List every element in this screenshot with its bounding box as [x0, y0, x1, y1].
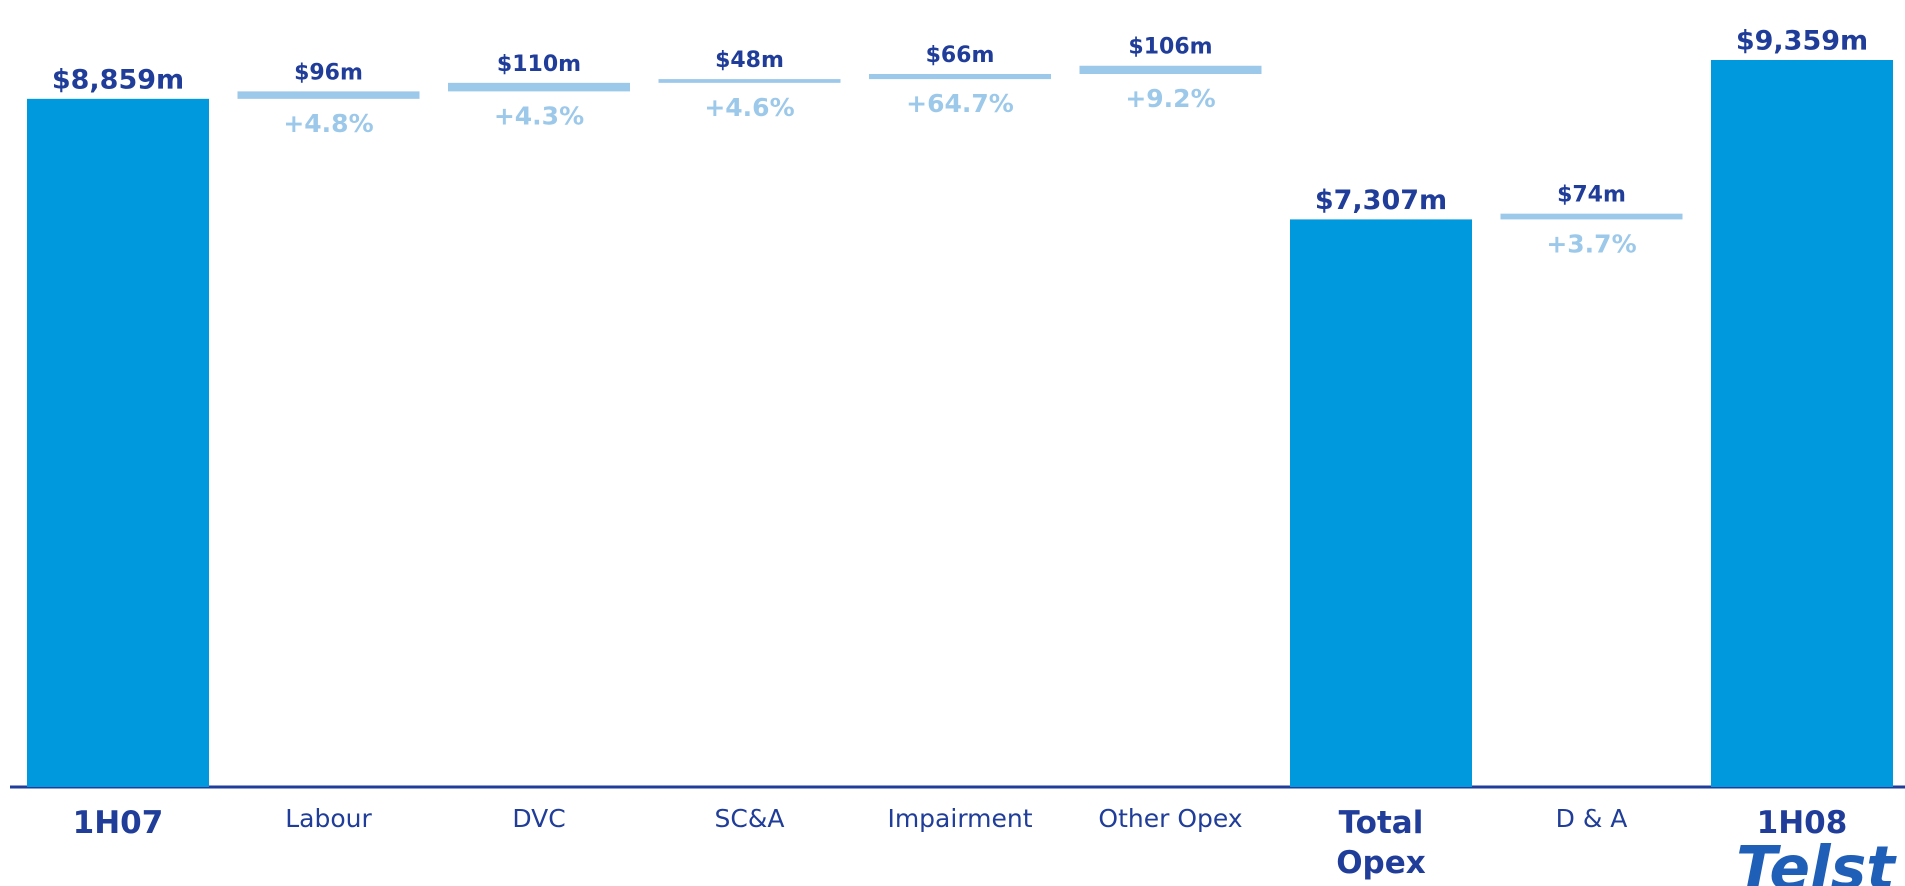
value-label: $8,859m [52, 64, 184, 95]
logo: Telst [1736, 834, 1897, 886]
value-label: $7,307m [1315, 185, 1447, 216]
bar [658, 79, 841, 83]
x-tick-label: D & A [1555, 804, 1628, 833]
bar [448, 82, 630, 92]
value-label: $9,359m [1736, 26, 1868, 57]
value-label: $96m [294, 60, 363, 85]
change-label: +4.3% [494, 101, 584, 130]
value-label: $48m [715, 48, 784, 73]
x-tick-label: Other Opex [1098, 804, 1243, 833]
value-label: $106m [1128, 35, 1212, 60]
bar [1079, 65, 1262, 74]
bar [1711, 60, 1893, 787]
x-tick-label: DVC [512, 804, 566, 833]
x-tick-label: Labour [285, 804, 372, 833]
value-label: $74m [1557, 183, 1626, 208]
change-label: +4.8% [283, 109, 373, 138]
x-tick-label: Total Opex [1336, 805, 1426, 882]
x-tick-label: SC&A [714, 804, 785, 833]
change-label: +9.2% [1125, 84, 1215, 113]
change-label: +3.7% [1546, 229, 1636, 258]
x-tick-label: 1H07 [72, 805, 164, 841]
bar [237, 91, 420, 99]
value-label: $66m [926, 43, 995, 68]
change-label: +64.7% [906, 89, 1014, 118]
bar [27, 98, 209, 788]
value-label: $110m [497, 52, 581, 77]
change-label: +4.6% [704, 93, 794, 122]
bar [869, 73, 1051, 80]
x-tick-label: Impairment [887, 804, 1033, 833]
bar [1500, 213, 1683, 220]
x-tick-label: 1H08 [1756, 805, 1848, 841]
bar [1290, 219, 1472, 787]
